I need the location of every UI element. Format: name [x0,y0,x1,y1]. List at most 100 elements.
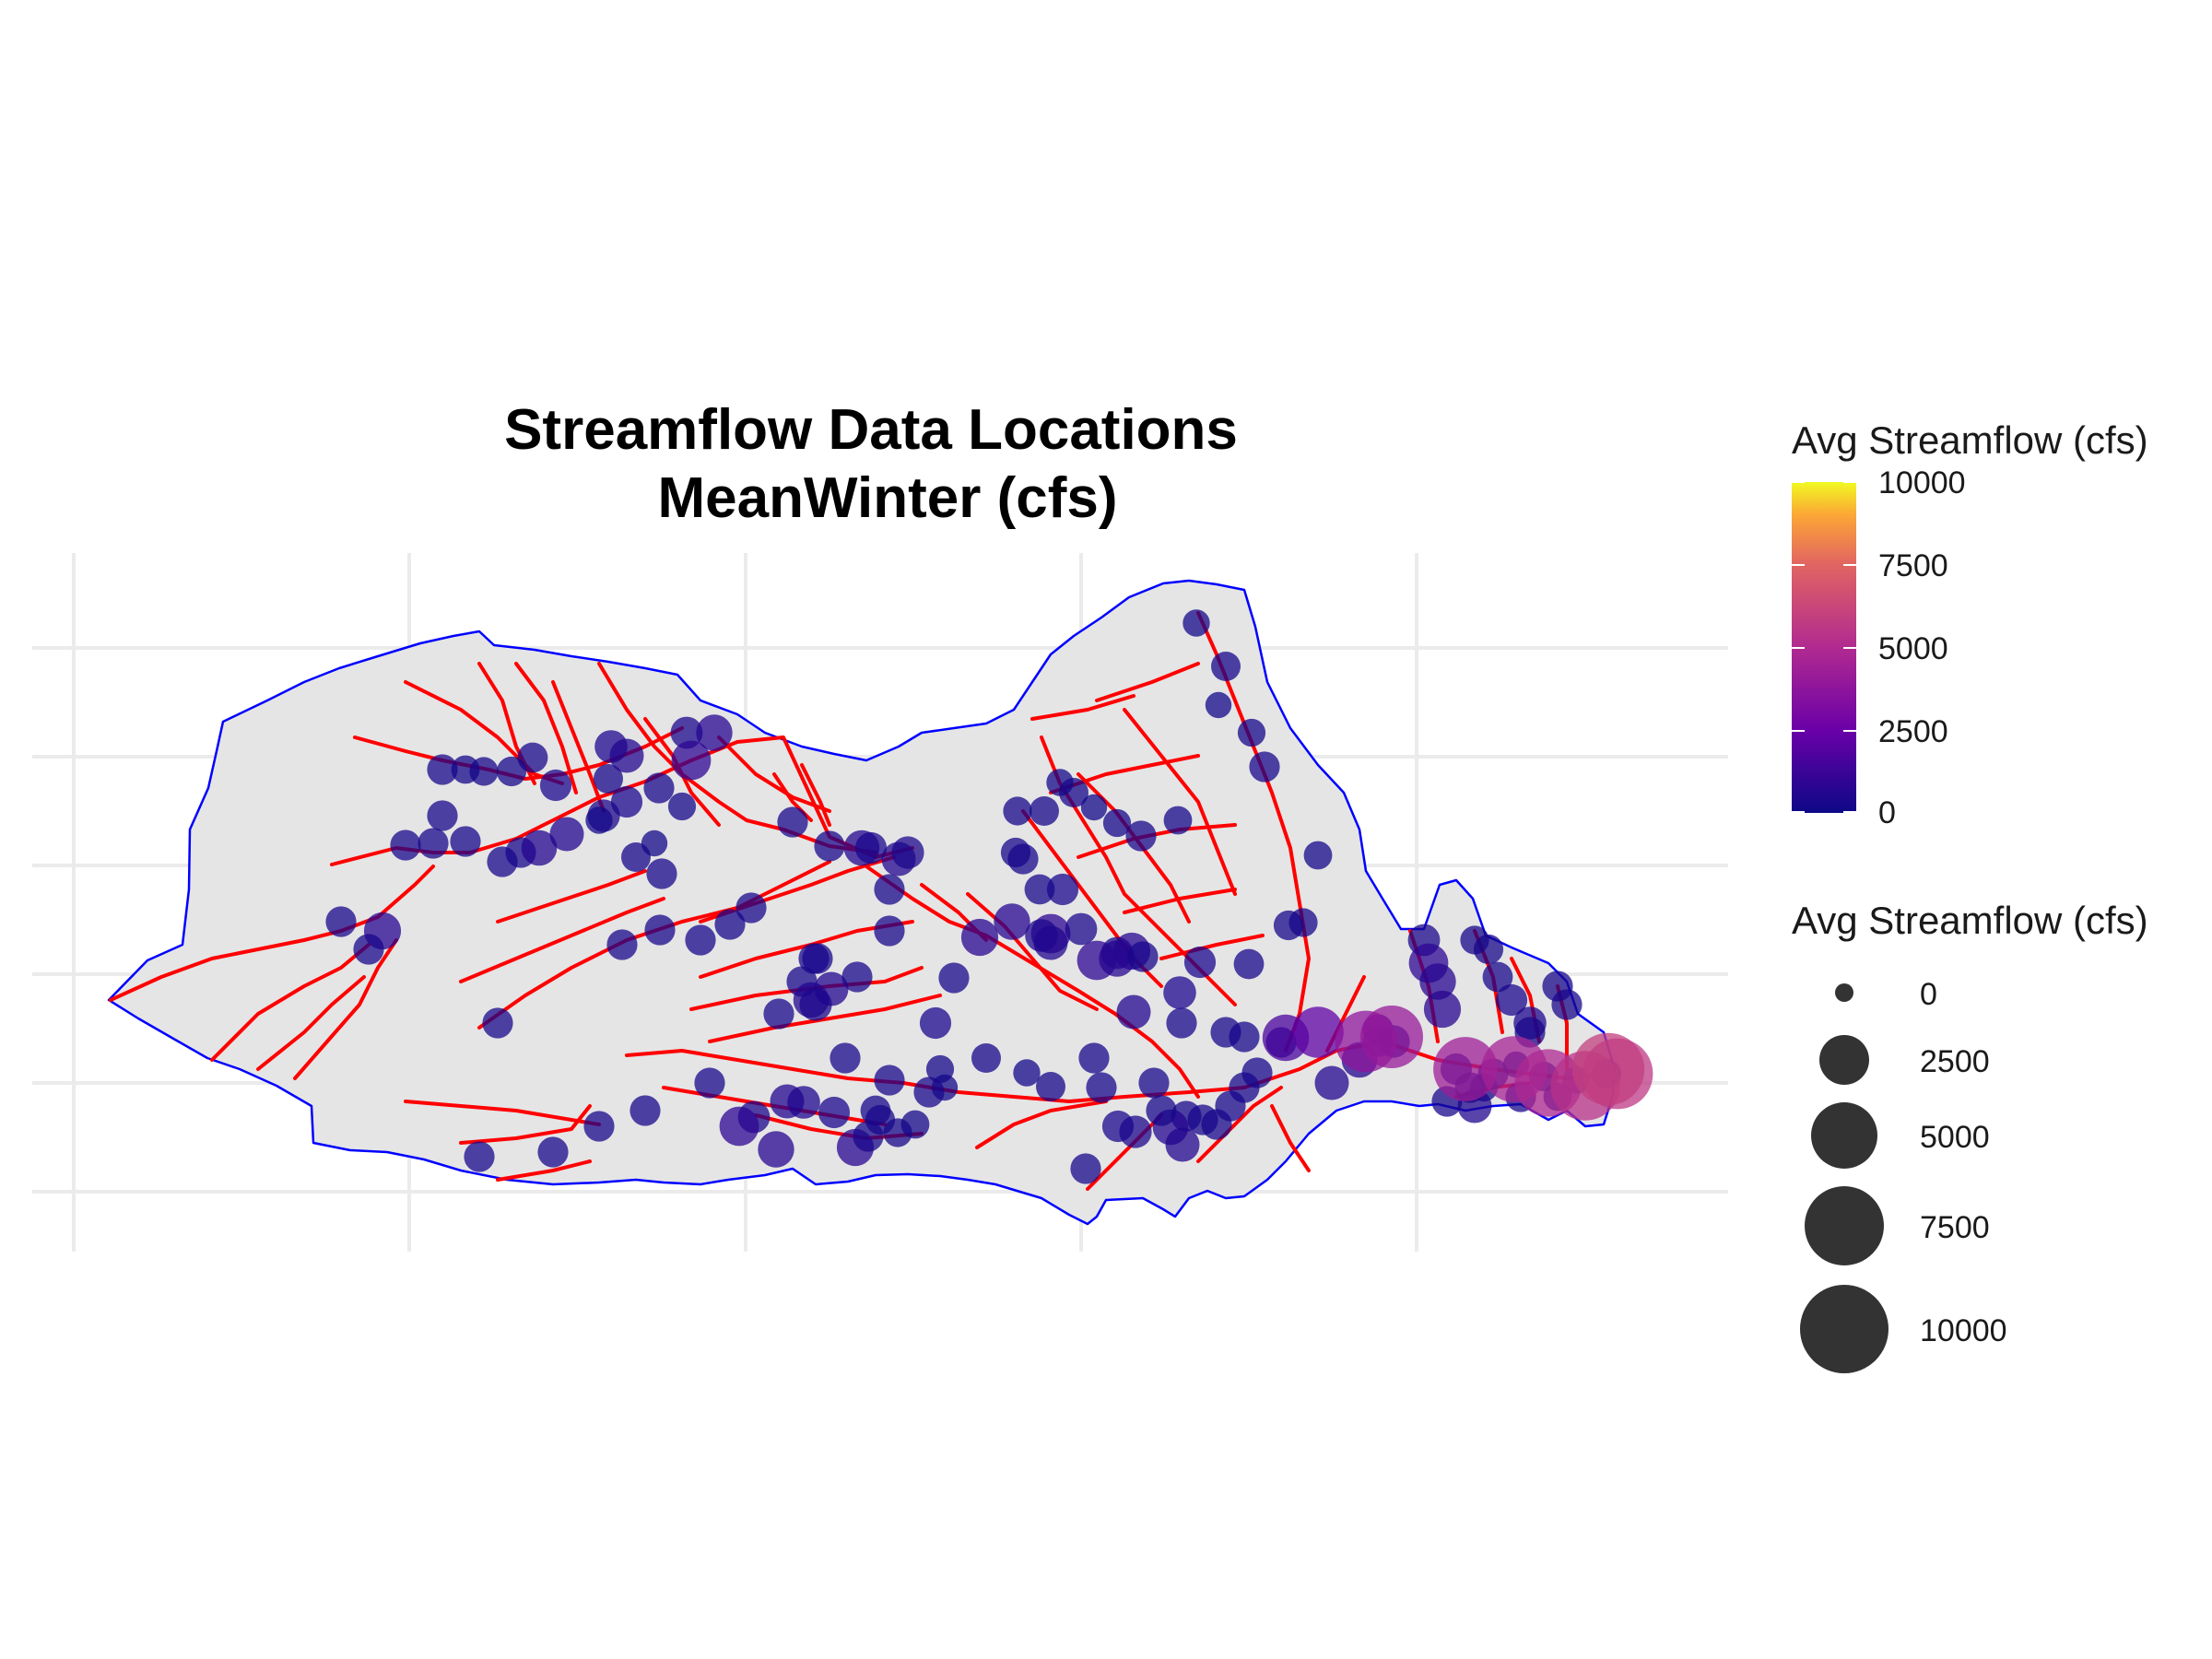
gauge-point [496,756,527,787]
gauge-point [644,914,676,946]
gauge-point [770,1084,805,1119]
gauge-point [469,757,499,786]
stream-segment [708,994,942,1043]
gauge-point [874,915,905,947]
size-legend-label-0: 0 [1920,977,1937,1012]
gauge-point [860,1095,891,1126]
gauge-point [798,943,830,974]
gauge-point [841,961,873,993]
size-legend-circle-5000 [1811,1102,1877,1169]
gauge-point-large [1360,1006,1423,1068]
gauge-point [390,830,421,861]
gauge-point [891,836,924,869]
gauge-point [353,934,384,965]
stream-segment [109,865,435,1002]
stream-segment [1270,1104,1311,1172]
stream-segment [210,943,371,1062]
gauge-point [517,742,548,773]
gauge-point [1205,691,1232,719]
stream-segment [597,662,877,854]
gauge-point [830,1042,861,1074]
gauge-point [670,716,703,749]
gauge-point [971,1043,1001,1073]
stream-segment [975,1100,1108,1149]
gauge-point [777,806,808,838]
gauge-point-large [1571,1032,1645,1106]
gauge-point [1138,1067,1170,1099]
stream-segment [293,938,398,1080]
stream-segment [800,763,831,827]
gauge-points [325,609,1653,1184]
stream-segment [496,1159,592,1182]
gauge-point [735,892,767,924]
size-legend-title: Avg Streamflow (cfs) [1792,899,2148,942]
gauge-point [694,1067,725,1099]
gauge-point [646,858,677,889]
gauge-point [854,831,888,865]
size-legend-circle-10000 [1800,1285,1888,1373]
gauge-point [1000,837,1031,868]
size-legend-circle-7500 [1805,1186,1884,1265]
stream-segment [1123,708,1237,896]
gauge-point [641,830,668,857]
gauge-point [482,1007,513,1039]
gauge-point [913,1077,945,1108]
gauge-point [418,828,449,859]
stream-segment [966,892,1099,1011]
gauge-point [719,1106,759,1147]
size-legend-label-7500: 7500 [1920,1210,1990,1245]
gauge-point [1146,1095,1177,1126]
gauge-point [1163,806,1193,835]
gauge-point [1013,1059,1041,1087]
gauge-point [585,806,613,834]
gauge-point [1233,948,1265,980]
gauge-point [667,792,697,821]
gauge-point [450,826,481,857]
gauge-point [1036,1072,1065,1101]
gauge-point [609,738,644,773]
gauge-point [539,769,572,802]
gauge-point [685,924,716,956]
color-legend-ticks [1792,481,1856,813]
gauge-point [610,785,643,818]
gauge-point [1046,873,1079,906]
gauge-point [818,1096,851,1129]
stream-segment [514,662,578,794]
gauge-point [1078,1042,1110,1074]
gauge-point [1024,874,1055,905]
gauge-point [994,903,1030,940]
gauge-point [1182,609,1210,637]
gauge-point [606,929,638,960]
gauge-point [1163,976,1196,1009]
gauge-point [427,754,458,785]
gauge-point [919,1006,952,1040]
color-legend-label-10000: 10000 [1878,465,1966,500]
size-legend-label-5000: 5000 [1920,1120,1990,1155]
gauge-point [1495,983,1528,1017]
gauge-point [1237,718,1266,747]
gauge-point [1183,946,1217,979]
gauge-point [1165,1127,1200,1162]
color-legend-label-5000: 5000 [1878,631,1948,666]
gauge-point [925,1054,955,1084]
size-legend-label-2500: 2500 [1920,1044,1990,1079]
stream-segment [1077,823,1237,859]
gauge-point [1423,990,1462,1029]
gauge-point [799,988,832,1021]
gauge-point [1473,934,1504,965]
gauge-point [1211,652,1241,681]
stream-segment [865,865,1200,1099]
color-legend-title: Avg Streamflow (cfs) [1792,418,2148,462]
stream-segment [496,869,647,924]
gauge-point [549,817,584,852]
gauge-point [1229,1021,1260,1053]
gauge-point [1419,963,1456,1000]
gauge-point [1102,808,1132,838]
size-legend-circle-2500 [1819,1035,1869,1085]
color-legend-label-7500: 7500 [1878,548,1948,583]
gauge-point [758,1131,794,1168]
gauge-point [1003,796,1032,826]
stream-segment [1196,1086,1283,1163]
gauge-point [874,874,905,905]
